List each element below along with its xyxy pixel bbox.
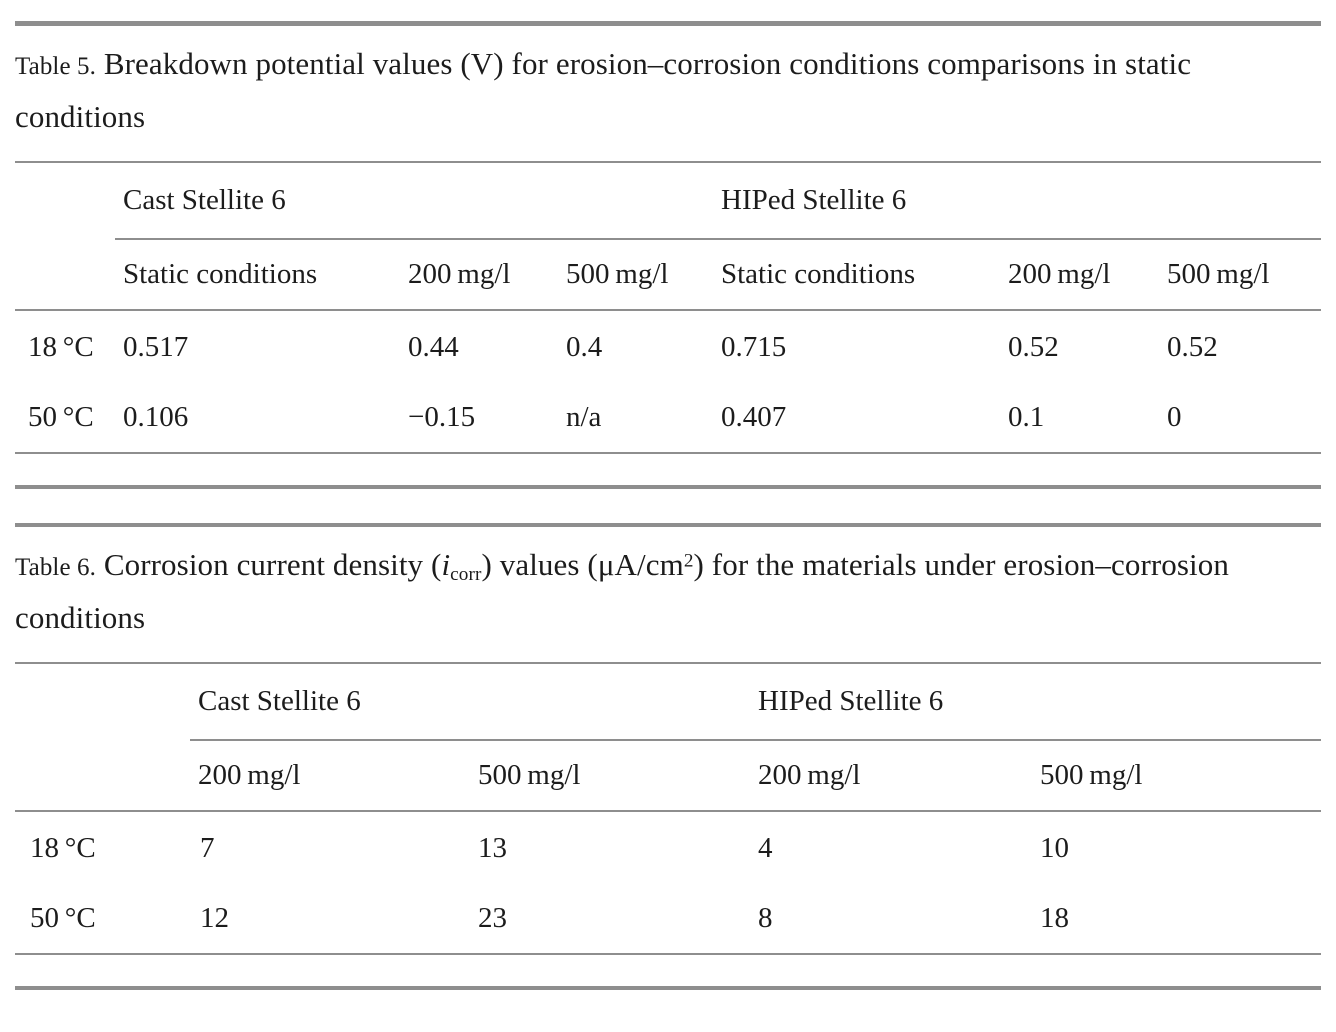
- table6-col-header: 500 mg/l: [470, 740, 750, 812]
- table5: Cast Stellite 6 HIPed Stellite 6 Static …: [15, 161, 1321, 454]
- table5-row-18c: 18 °C 0.517 0.44 0.4 0.715 0.52 0.52: [15, 310, 1321, 383]
- table6-caption-text: Corrosion current density (icorr) values…: [15, 547, 1229, 635]
- cm-squared-superscript: 2: [683, 550, 694, 572]
- table6-caption: Table 6. Corrosion current density (icor…: [15, 540, 1321, 643]
- table5-corner-cell: [15, 162, 115, 239]
- value-cell: −0.15: [408, 401, 476, 433]
- table6-col-header: 200 mg/l: [190, 740, 470, 812]
- table6: Cast Stellite 6 HIPed Stellite 6 200 mg/…: [15, 662, 1322, 955]
- value-cell: 0.1: [1008, 401, 1045, 433]
- table5-section: Table 5. Breakdown potential values (V) …: [15, 21, 1321, 489]
- value-cell: 10: [1040, 831, 1069, 864]
- table6-caption-label: Table 6.: [15, 554, 96, 581]
- table6-corner-cell: [15, 663, 190, 740]
- table5-col-header: 500 mg/l: [1159, 239, 1321, 311]
- value-cell: 18: [1040, 902, 1069, 934]
- table6-row-50c: 50 °C 12 23 8 18: [15, 884, 1321, 954]
- value-cell: 0.407: [721, 401, 787, 433]
- value-cell: n/a: [566, 401, 602, 433]
- table6-col-header: 200 mg/l: [750, 740, 1032, 812]
- table5-group-header-hiped: HIPed Stellite 6: [713, 162, 1321, 240]
- table5-group-header-cast: Cast Stellite 6: [115, 162, 713, 240]
- value-cell: 23: [478, 902, 507, 934]
- table5-caption-label: Table 5.: [15, 53, 96, 80]
- table5-top-rule: [15, 21, 1321, 26]
- table5-group-header-row: Cast Stellite 6 HIPed Stellite 6: [15, 162, 1321, 240]
- row-label: 50 °C: [28, 401, 94, 433]
- value-cell: 12: [200, 902, 229, 934]
- table5-caption-text: Breakdown potential values (V) for erosi…: [15, 46, 1192, 134]
- icorr-subscript: corr: [450, 563, 482, 585]
- table5-col-header: Static conditions: [713, 239, 1000, 311]
- row-label: 18 °C: [28, 330, 94, 363]
- value-cell: 0.106: [123, 401, 189, 433]
- value-cell: 8: [758, 902, 773, 934]
- table5-col-header: 200 mg/l: [1000, 239, 1159, 311]
- row-label: 18 °C: [30, 831, 96, 864]
- table5-row-50c: 50 °C 0.106 −0.15 n/a 0.407 0.1 0: [15, 383, 1321, 453]
- table6-top-rule: [15, 523, 1321, 527]
- value-cell: 0.44: [408, 330, 459, 363]
- table6-group-header-hiped: HIPed Stellite 6: [750, 663, 1322, 741]
- table5-caption: Table 5. Breakdown potential values (V) …: [15, 39, 1321, 142]
- value-cell: 0.517: [123, 330, 189, 363]
- value-cell: 0.715: [721, 330, 787, 363]
- table6-section: Table 6. Corrosion current density (icor…: [15, 523, 1322, 990]
- table6-column-header-row: 200 mg/l 500 mg/l 200 mg/l 500 mg/l: [15, 740, 1322, 812]
- table5-empty-header-cell: [15, 239, 115, 311]
- table5-column-header-row: Static conditions 200 mg/l 500 mg/l Stat…: [15, 239, 1321, 311]
- value-cell: 7: [200, 831, 215, 864]
- table6-empty-header-cell: [15, 740, 190, 812]
- table6-col-header: 500 mg/l: [1032, 740, 1322, 812]
- table6-group-header-cast: Cast Stellite 6: [190, 663, 750, 741]
- value-cell: 0.52: [1008, 330, 1059, 363]
- value-cell: 0.52: [1167, 330, 1218, 363]
- value-cell: 0: [1167, 401, 1182, 433]
- table6-row-18c: 18 °C 7 13 4 10: [15, 811, 1321, 884]
- table5-col-header: Static conditions: [115, 239, 400, 311]
- table6-group-header-row: Cast Stellite 6 HIPed Stellite 6: [15, 663, 1322, 741]
- row-label: 50 °C: [30, 902, 96, 934]
- table5-col-header: 200 mg/l: [400, 239, 558, 311]
- value-cell: 13: [478, 831, 507, 864]
- table6-bottom-rule: [15, 986, 1321, 990]
- table5-col-header: 500 mg/l: [558, 239, 713, 311]
- table5-bottom-rule: [15, 485, 1321, 489]
- icorr-variable: i: [441, 547, 451, 582]
- value-cell: 4: [758, 831, 773, 864]
- value-cell: 0.4: [566, 330, 603, 363]
